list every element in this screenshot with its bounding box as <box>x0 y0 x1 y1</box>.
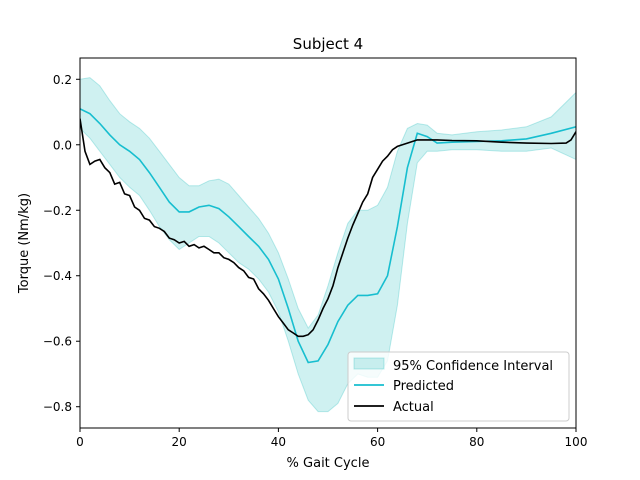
y-axis-ticks: −0.8 −0.6 −0.4 −0.2 0.0 0.2 <box>43 73 80 414</box>
y-axis-label: Torque (Nm/kg) <box>17 193 32 294</box>
x-axis-label: % Gait Cycle <box>287 456 370 471</box>
y-tick-label: 0.2 <box>53 73 72 87</box>
actual-line <box>80 118 576 338</box>
y-tick-label: −0.2 <box>43 204 72 218</box>
predicted-line <box>80 108 576 364</box>
x-tick-label: 80 <box>469 435 484 449</box>
y-tick-label: −0.4 <box>43 269 72 283</box>
x-tick-label: 40 <box>271 435 286 449</box>
legend-label-actual: Actual <box>393 400 434 415</box>
y-tick-label: −0.8 <box>43 400 72 414</box>
legend-swatch-confidence-interval <box>353 357 385 370</box>
chart-title: Subject 4 <box>293 35 363 53</box>
x-tick-label: 100 <box>565 435 588 449</box>
legend-box <box>347 351 570 422</box>
x-tick-label: 60 <box>370 435 385 449</box>
y-tick-label: −0.6 <box>43 335 72 349</box>
plot-area <box>80 77 576 413</box>
x-tick-label: 20 <box>172 435 187 449</box>
plot-frame <box>79 57 577 429</box>
x-axis-ticks: 0 20 40 60 80 100 <box>76 428 587 449</box>
legend: 95% Confidence Interval Predicted Actual <box>347 351 570 422</box>
x-tick-label: 0 <box>76 435 84 449</box>
legend-label-predicted: Predicted <box>393 379 454 394</box>
y-tick-label: 0.0 <box>53 138 72 152</box>
legend-label-confidence-interval: 95% Confidence Interval <box>393 359 553 374</box>
